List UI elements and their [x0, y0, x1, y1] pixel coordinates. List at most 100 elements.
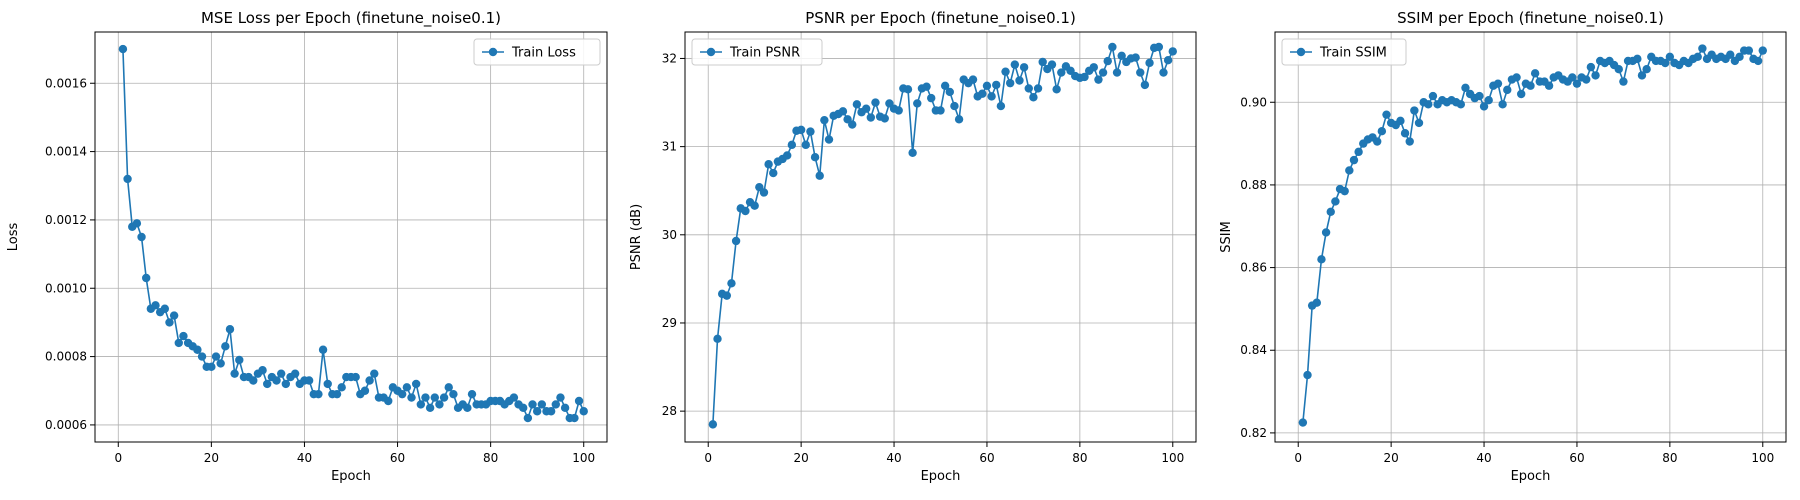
loss-data-point — [235, 355, 244, 365]
loss-data-point — [351, 372, 360, 382]
loss-data-point — [411, 379, 421, 389]
loss-legend: Train Loss — [473, 38, 601, 66]
ssim-data-point — [1354, 147, 1363, 157]
ssim-data-point — [1572, 79, 1582, 88]
ssim-plot-frame — [1274, 31, 1787, 443]
psnr-data-point — [806, 127, 815, 136]
loss-data-point — [165, 318, 174, 327]
loss-data-point — [384, 396, 393, 406]
ssim-data-point — [1377, 126, 1387, 136]
psnr-data-point — [713, 334, 722, 344]
ssim-data-point — [1317, 255, 1326, 264]
psnr-data-point — [764, 160, 773, 169]
psnr-data-point — [810, 153, 820, 162]
ssim-data-point — [1614, 64, 1623, 74]
psnr-x-tick-label: 20 — [793, 451, 808, 465]
ssim-data-point — [1512, 73, 1521, 82]
ssim-data-point — [1456, 100, 1466, 109]
psnr-y-tick-label: 32 — [662, 51, 677, 65]
ssim-x-tick-label: 0 — [1294, 451, 1302, 465]
ssim-data-point — [1475, 91, 1484, 101]
loss-data-point — [532, 407, 542, 416]
psnr-data-point — [848, 120, 857, 129]
psnr-data-point — [978, 89, 987, 98]
psnr-data-point — [820, 115, 829, 125]
loss-data-point — [537, 400, 547, 409]
loss-data-point — [449, 389, 458, 399]
loss-data-point — [230, 369, 239, 378]
psnr-data-point — [1163, 56, 1173, 65]
loss-data-point — [290, 369, 300, 378]
loss-data-point — [118, 44, 128, 54]
ssim-chart-title: SSIM per Epoch (finetune_noise0.1) — [1397, 9, 1664, 28]
loss-data-point — [132, 219, 142, 228]
psnr-y-tick-label: 30 — [662, 228, 677, 242]
psnr-data-point — [1094, 75, 1103, 84]
psnr-data-point — [1145, 58, 1154, 68]
psnr-data-point — [894, 106, 903, 115]
ssim-data-point — [1479, 102, 1489, 111]
psnr-data-point — [824, 135, 834, 144]
psnr-data-point — [945, 87, 954, 97]
psnr-data-point — [769, 168, 778, 178]
psnr-x-tick-label: 80 — [1072, 451, 1087, 465]
loss-legend-box — [473, 38, 601, 66]
loss-x-tick-label: 60 — [390, 451, 405, 465]
loss-data-point — [304, 376, 314, 385]
loss-y-tick-label: 0.0016 — [45, 76, 87, 90]
loss-data-point — [463, 403, 472, 413]
psnr-data-point — [1168, 47, 1177, 56]
psnr-data-point — [750, 201, 759, 210]
ssim-data-point — [1298, 418, 1308, 427]
loss-x-axis-label: Epoch — [331, 469, 371, 484]
loss-data-point — [579, 407, 588, 416]
ssim-data-point — [1424, 100, 1433, 109]
psnr-data-point — [940, 81, 950, 90]
psnr-data-point — [1089, 63, 1099, 72]
loss-x-tick-label: 20 — [204, 451, 219, 465]
psnr-data-point — [987, 92, 996, 101]
ssim-data-point — [1493, 79, 1503, 88]
psnr-data-point — [996, 101, 1006, 111]
loss-data-point — [160, 304, 170, 313]
loss-data-point — [528, 400, 537, 409]
psnr-data-point — [741, 206, 750, 216]
loss-data-point — [467, 389, 477, 399]
loss-data-point — [509, 393, 519, 402]
psnr-data-point — [968, 75, 978, 84]
loss-data-point — [439, 393, 449, 402]
psnr-data-point — [1136, 68, 1145, 77]
loss-legend-marker — [488, 47, 498, 57]
ssim-x-axis-label: Epoch — [1511, 469, 1551, 484]
ssim-data-point — [1633, 54, 1642, 64]
ssim-y-tick-label: 0.90 — [1240, 95, 1267, 109]
ssim-y-tick-label: 0.82 — [1240, 426, 1267, 440]
psnr-data-point — [1117, 51, 1126, 61]
loss-x-tick-label: 100 — [572, 451, 595, 465]
ssim-x-tick-label: 40 — [1476, 451, 1491, 465]
ssim-x-tick-label: 100 — [1751, 451, 1774, 465]
ssim-legend-marker — [1296, 47, 1306, 57]
psnr-data-point — [1098, 68, 1108, 77]
ssim-data-point — [1461, 83, 1470, 92]
psnr-data-point — [922, 82, 931, 91]
loss-data-point — [207, 362, 216, 372]
ssim-y-tick-label: 0.88 — [1240, 178, 1267, 192]
loss-data-point — [444, 383, 453, 392]
loss-data-point — [276, 369, 286, 378]
loss-chart-title: MSE Loss per Epoch (finetune_noise0.1) — [201, 9, 501, 28]
loss-data-point — [360, 386, 370, 395]
psnr-data-point — [787, 140, 797, 150]
ssim-data-point — [1373, 137, 1382, 146]
psnr-x-axis-label: Epoch — [921, 469, 961, 484]
ssim-data-point — [1414, 118, 1424, 128]
psnr-y-tick-label: 31 — [662, 140, 677, 154]
loss-data-point — [570, 413, 579, 423]
loss-data-point — [318, 345, 328, 354]
loss-data-point — [370, 369, 379, 378]
loss-data-point — [197, 352, 207, 361]
psnr-data-point — [908, 148, 917, 157]
psnr-data-point — [1015, 76, 1024, 85]
psnr-legend-box — [691, 38, 823, 66]
